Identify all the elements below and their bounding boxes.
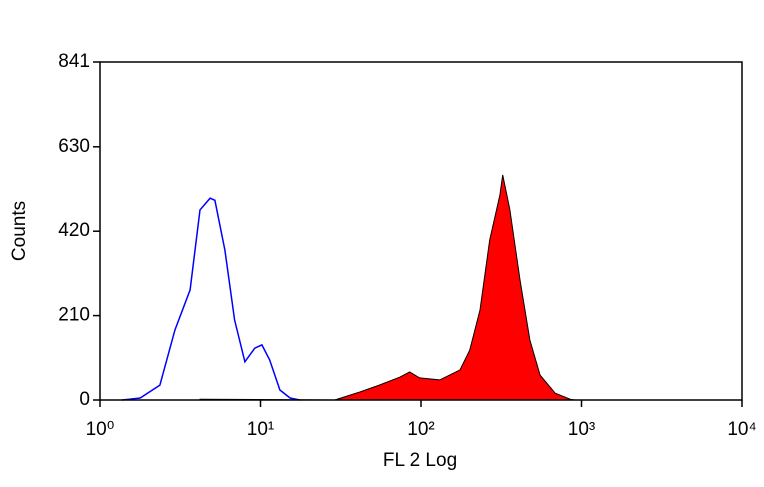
- histogram-area: [199, 174, 575, 401]
- x-tick-label: 10¹: [247, 419, 274, 440]
- x-tick-label: 10²: [407, 419, 434, 440]
- y-tick-label: 630: [58, 136, 90, 157]
- y-tick-label: 420: [58, 220, 90, 241]
- y-tick-label: 841: [58, 51, 90, 72]
- x-tick-label: 10⁴: [727, 419, 756, 440]
- x-axis-label: FL 2 Log: [383, 450, 457, 471]
- histogram-line: [121, 197, 301, 401]
- y-tick-label: 0: [79, 389, 90, 410]
- x-tick-label: 10⁰: [86, 419, 115, 440]
- x-tick-label: 10³: [568, 419, 595, 440]
- y-tick-label: 210: [58, 305, 90, 326]
- y-axis-label: Counts: [9, 201, 30, 261]
- plot-frame: [99, 61, 743, 401]
